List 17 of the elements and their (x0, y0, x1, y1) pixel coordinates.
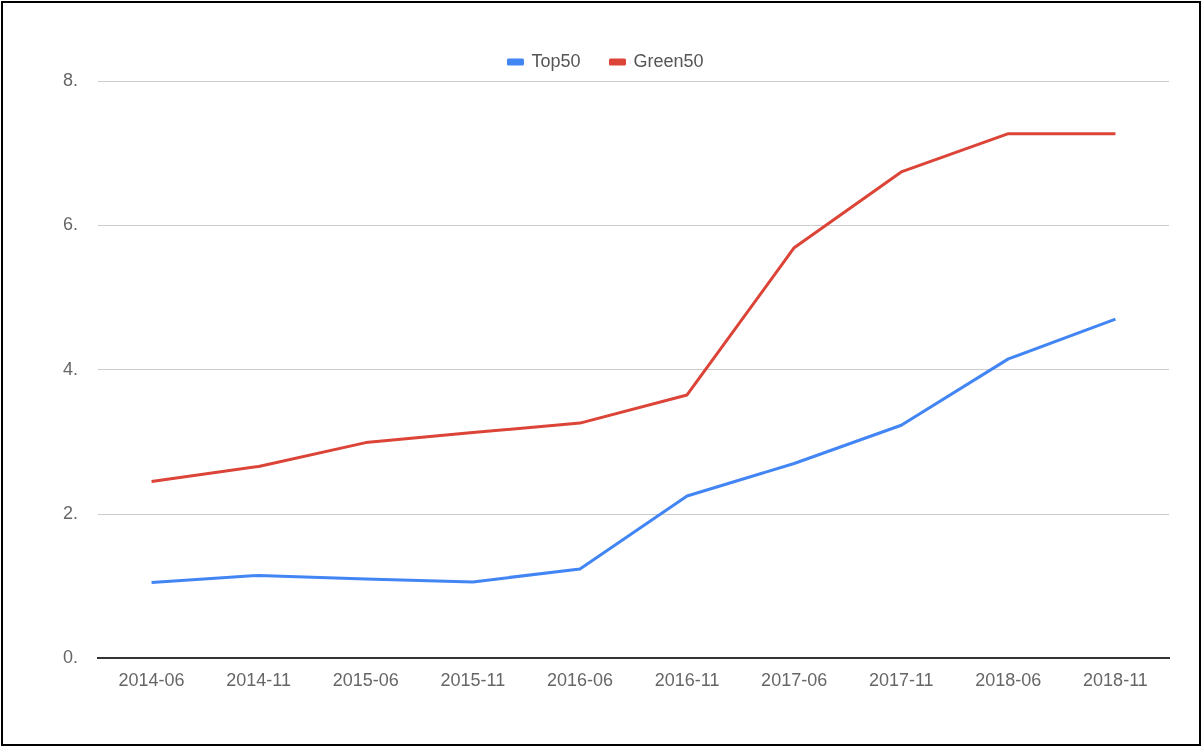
y-tick-label: 0. (63, 647, 79, 668)
x-tick-label: 2017-11 (868, 670, 934, 691)
x-tick-label: 2014-11 (226, 670, 292, 691)
x-tick-label: 2016-11 (654, 670, 720, 691)
y-tick-label: 2. (63, 503, 79, 524)
legend-label: Green50 (633, 50, 704, 71)
x-tick-label: 2015-06 (332, 670, 399, 691)
legend-label: Top50 (531, 50, 581, 71)
y-tick-label: 8. (63, 69, 79, 90)
y-tick-label: 6. (63, 214, 79, 235)
x-tick-label: 2016-06 (546, 670, 613, 691)
y-tick-label: 4. (63, 358, 79, 379)
x-tick-label: 2017-06 (761, 670, 828, 691)
x-tick-label: 2015-11 (440, 670, 506, 691)
x-tick-label: 2018-11 (1083, 670, 1148, 691)
x-tick-label: 2018-06 (975, 670, 1042, 691)
x-tick-label: 2014-06 (118, 670, 185, 691)
